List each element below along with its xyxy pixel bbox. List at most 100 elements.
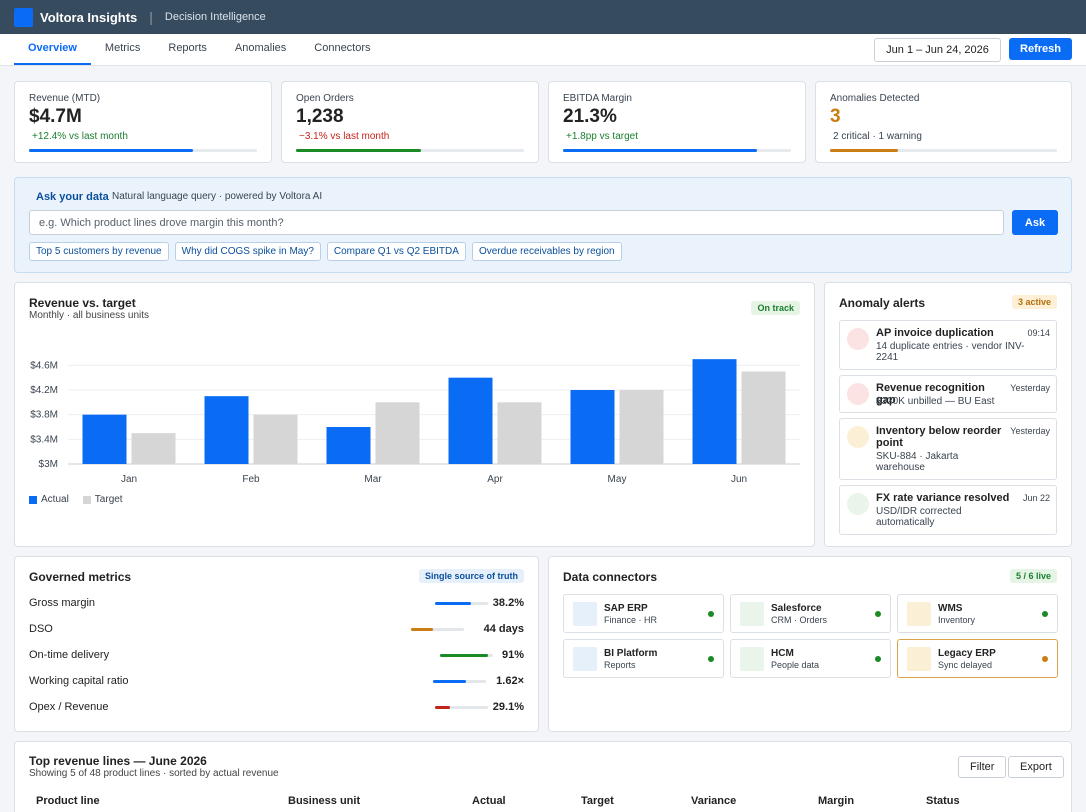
tab-overview[interactable]: Overview (14, 33, 91, 65)
column-header[interactable]: Variance (691, 795, 737, 807)
bar-actual (82, 414, 127, 464)
connector-icon (740, 647, 764, 671)
connector-salesforce[interactable]: Salesforce CRM · Orders (730, 594, 891, 633)
connector-name: Legacy ERP (938, 648, 996, 659)
kpi-value: $4.7M (29, 106, 82, 127)
ask-your-data-panel: Ask your data Natural language query · p… (14, 177, 1072, 273)
x-tick-label: Jan (121, 474, 137, 485)
status-dot-icon (875, 611, 881, 617)
column-header[interactable]: Status (926, 795, 960, 807)
suggestion-chip[interactable]: Compare Q1 vs Q2 EBITDA (326, 242, 466, 261)
legend-label: Actual (41, 494, 69, 505)
x-tick-label: Feb (242, 474, 260, 485)
tab-metrics[interactable]: Metrics (104, 42, 141, 54)
single-source-badge: Single source of truth (418, 569, 524, 583)
connector-sap-erp[interactable]: SAP ERP Finance · HR (563, 594, 724, 633)
ask-button[interactable]: Ask (1012, 210, 1058, 235)
kpi-card-ebitda: EBITDA Margin 21.3% +1.8pp vs target (548, 81, 806, 163)
suggestion-chip[interactable]: Top 5 customers by revenue (29, 242, 169, 261)
metric-row-opex-revenue[interactable]: Opex / Revenue 29.1% (29, 701, 524, 717)
connector-bi-platform[interactable]: BI Platform Reports (563, 639, 724, 678)
column-header[interactable]: Business unit (288, 795, 361, 807)
alert-description: USD/IDR corrected automatically (876, 506, 962, 528)
connector-wms[interactable]: WMS Inventory (897, 594, 1058, 633)
alerts-count-badge: 3 active (1011, 295, 1057, 309)
column-header[interactable]: Target (581, 795, 614, 807)
metric-bar (440, 654, 493, 657)
date-range-picker[interactable]: Jun 1 – Jun 24, 2026 (874, 38, 1002, 62)
revenue-bar-chart: $4.6M $4.2M $3.8M $3.4M $3M Jan Feb Mar Apr May Ju… (30, 359, 800, 485)
suggestion-chip[interactable]: Why did COGS spike in May? (174, 242, 321, 261)
column-header[interactable]: Actual (472, 795, 506, 807)
kpi-card-anomalies: Anomalies Detected 3 2 critical · 1 warn… (815, 81, 1072, 163)
bar-actual (204, 396, 249, 464)
filter-button[interactable]: Filter (958, 756, 1007, 778)
x-tick-label: May (608, 474, 627, 485)
bar-target (741, 371, 786, 464)
metric-row-on-time-delivery[interactable]: On-time delivery 91% (29, 649, 524, 665)
connector-detail: Inventory (938, 615, 976, 625)
chart-title: Revenue vs. target (29, 296, 136, 310)
header-separator: | (149, 9, 153, 25)
kpi-label: EBITDA Margin (563, 93, 632, 104)
tab-connectors[interactable]: Connectors (314, 42, 371, 54)
metric-name: On-time delivery (29, 649, 110, 661)
kpi-progress-bar (830, 149, 1057, 152)
export-button[interactable]: Export (1008, 756, 1064, 778)
connector-detail: CRM · Orders (771, 615, 827, 625)
alert-item[interactable]: Inventory below reorder point SKU-884 · … (839, 418, 1057, 480)
revenue-chart-card: Revenue vs. target Monthly · all busines… (14, 282, 815, 547)
connector-detail: People data (771, 660, 820, 670)
connector-hcm[interactable]: HCM People data (730, 639, 891, 678)
metric-value: 29.1% (492, 701, 524, 713)
connector-icon (573, 647, 597, 671)
connector-name: SAP ERP (604, 603, 648, 614)
metric-value: 44 days (483, 623, 524, 635)
metric-row-dso[interactable]: DSO 44 days (29, 623, 524, 639)
ask-title: Ask your data (36, 191, 109, 203)
column-header[interactable]: Product line (36, 795, 100, 807)
tab-anomalies[interactable]: Anomalies (234, 42, 287, 54)
alert-item[interactable]: Revenue recognition gap $320K unbilled —… (839, 375, 1057, 413)
metric-bar (435, 602, 488, 605)
status-dot-icon (1042, 611, 1048, 617)
alert-item[interactable]: AP invoice duplication 14 duplicate entr… (839, 320, 1057, 370)
bar-target (253, 414, 298, 464)
kpi-card-revenue: Revenue (MTD) $4.7M +12.4% vs last month (14, 81, 272, 163)
legend-swatch-actual (29, 495, 37, 504)
tab-reports[interactable]: Reports (168, 42, 207, 54)
status-dot-icon (708, 611, 714, 617)
connectors-title: Data connectors (563, 570, 658, 584)
metric-row-gross-margin[interactable]: Gross margin 38.2% (29, 597, 524, 613)
alerts-title: Anomaly alerts (839, 296, 926, 310)
kpi-label: Revenue (MTD) (29, 93, 101, 104)
metric-bar (411, 628, 464, 631)
column-header[interactable]: Margin (818, 795, 855, 807)
table-title: Top revenue lines — June 2026 (29, 754, 207, 768)
metric-value: 1.62× (496, 675, 524, 687)
legend-actual: Actual (29, 494, 69, 505)
kpi-label: Anomalies Detected (830, 93, 920, 104)
alert-time: Jun 22 (1022, 493, 1050, 503)
legend-label: Target (94, 494, 123, 505)
metric-row-working-capital[interactable]: Working capital ratio 1.62× (29, 675, 524, 691)
suggestion-chip[interactable]: Overdue receivables by region (471, 242, 622, 261)
y-tick-label: $3M (39, 459, 58, 470)
refresh-button[interactable]: Refresh (1009, 38, 1072, 60)
top-revenue-table-card: Top revenue lines — June 2026 Showing 5 … (14, 741, 1072, 812)
alert-title: Inventory below reorder point (876, 425, 1002, 449)
anomaly-alerts-card: Anomaly alerts 3 active AP invoice dupli… (824, 282, 1072, 547)
alert-severity-icon (847, 493, 869, 515)
metric-name: Opex / Revenue (29, 701, 109, 713)
connectors-live-badge: 5 / 6 live (1009, 569, 1057, 583)
connector-icon (907, 647, 931, 671)
ask-query-input[interactable] (29, 210, 1004, 235)
connector-legacy-erp[interactable]: Legacy ERP Sync delayed (897, 639, 1058, 678)
bar-actual (448, 377, 493, 464)
status-dot-icon (708, 656, 714, 662)
connector-icon (740, 602, 764, 626)
kpi-progress-bar (563, 149, 791, 152)
legend-swatch-target (82, 495, 91, 504)
main-nav: Overview Metrics Reports Anomalies Conne… (0, 34, 1086, 66)
alert-item[interactable]: FX rate variance resolved USD/IDR correc… (839, 485, 1057, 535)
